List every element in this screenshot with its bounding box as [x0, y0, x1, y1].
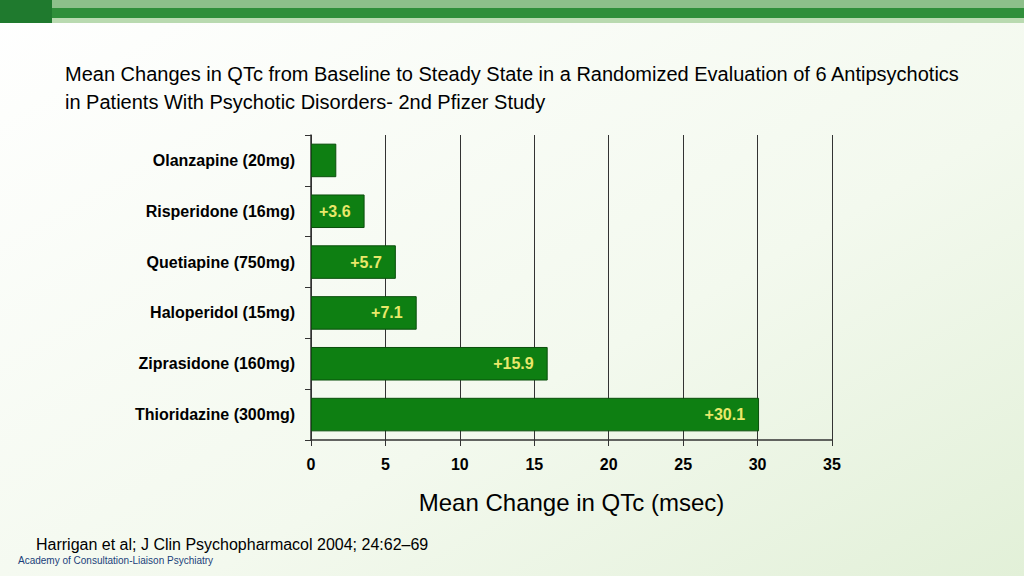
svg-text:15: 15 [525, 456, 543, 473]
svg-text:+5.7: +5.7 [350, 254, 382, 271]
svg-text:+7.1: +7.1 [371, 304, 403, 321]
svg-text:10: 10 [451, 456, 469, 473]
svg-text:Risperidone (16mg): Risperidone (16mg) [146, 203, 295, 220]
svg-text:Harrigan et al; J Clin Psychop: Harrigan et al; J Clin Psychopharmacol 2… [36, 536, 428, 553]
svg-text:Thioridazine (300mg): Thioridazine (300mg) [135, 406, 295, 423]
svg-text:Academy of Consultation-Liaiso: Academy of Consultation-Liaison Psychiat… [18, 555, 213, 566]
svg-text:+3.6: +3.6 [319, 203, 351, 220]
svg-text:+30.1: +30.1 [705, 406, 746, 423]
svg-text:Mean Change in QTc (msec): Mean Change in QTc (msec) [419, 489, 724, 516]
svg-text:+15.9: +15.9 [493, 355, 534, 372]
svg-text:5: 5 [381, 456, 390, 473]
svg-text:Haloperidol (15mg): Haloperidol (15mg) [150, 304, 295, 321]
svg-text:Olanzapine (20mg): Olanzapine (20mg) [153, 152, 295, 169]
svg-text:Quetiapine (750mg): Quetiapine (750mg) [147, 254, 295, 271]
svg-text:35: 35 [823, 456, 841, 473]
svg-text:0: 0 [307, 456, 316, 473]
svg-text:30: 30 [749, 456, 767, 473]
svg-text:20: 20 [600, 456, 618, 473]
svg-text:Mean Changes in QTc from Basel: Mean Changes in QTc from Baseline to Ste… [65, 63, 964, 85]
svg-text:Ziprasidone (160mg): Ziprasidone (160mg) [139, 355, 295, 372]
svg-text:25: 25 [674, 456, 692, 473]
svg-text:in Patients With Psychotic Dis: in Patients With Psychotic Disorders- 2n… [65, 91, 545, 113]
